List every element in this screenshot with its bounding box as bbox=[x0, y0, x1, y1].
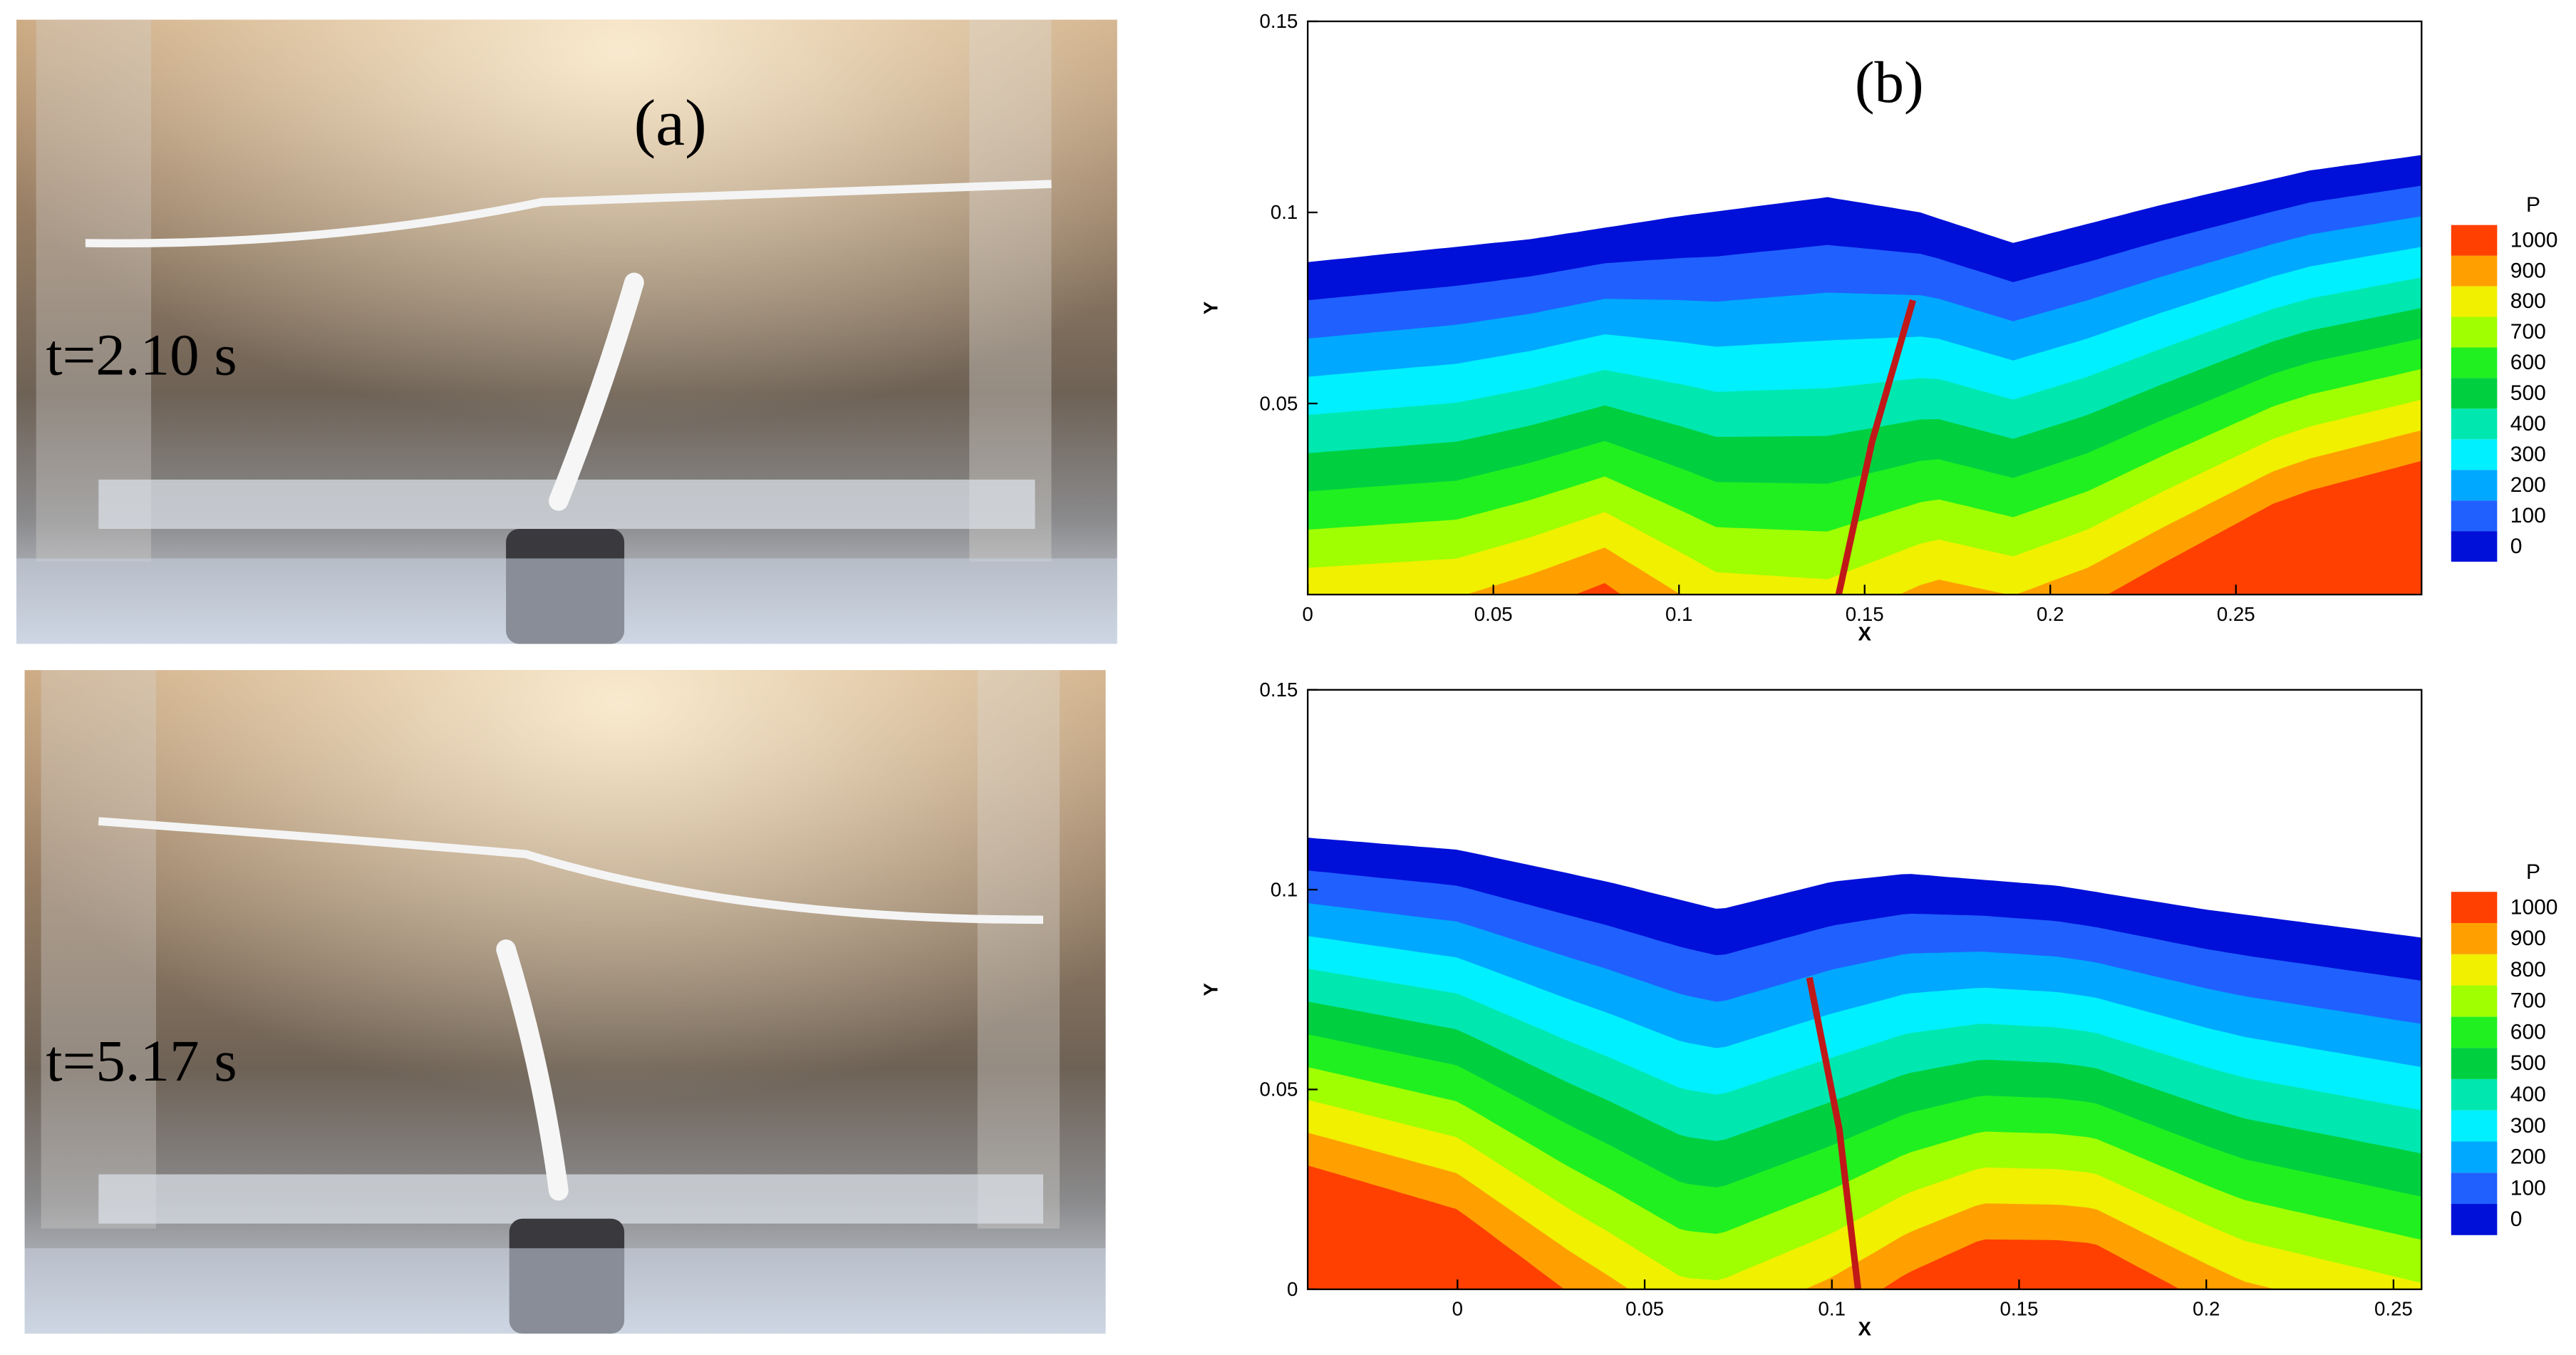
colorbar-swatch bbox=[2451, 531, 2498, 562]
colorbar-label: 300 bbox=[2510, 443, 2546, 466]
photo-bottom bbox=[24, 670, 1106, 1334]
y-tick-label: 0 bbox=[1287, 1278, 1298, 1300]
x-tick-label: 0.05 bbox=[1474, 603, 1513, 625]
x-tick-label: 0.1 bbox=[1819, 1298, 1846, 1320]
colorbar-label: 0 bbox=[2510, 535, 2523, 558]
x-axis-label: X bbox=[1858, 623, 1872, 645]
contour-field bbox=[1308, 155, 2422, 595]
colorbar-label: 100 bbox=[2510, 1176, 2546, 1200]
colorbar-swatch bbox=[2451, 500, 2498, 532]
colorbar-swatch bbox=[2451, 1204, 2498, 1235]
x-tick-label: 0.2 bbox=[2037, 603, 2064, 625]
x-tick-label: 0.25 bbox=[2374, 1298, 2413, 1320]
beam bbox=[1806, 977, 1862, 1289]
panel-label: (b) bbox=[1855, 49, 1924, 115]
colorbar-swatch bbox=[2451, 922, 2498, 954]
contour-field bbox=[1308, 838, 2422, 1289]
x-tick-label: 0.15 bbox=[1846, 603, 1884, 625]
x-tick-label: 0 bbox=[1302, 603, 1313, 625]
photo-top bbox=[16, 19, 1117, 644]
colorbar-label: 800 bbox=[2510, 289, 2546, 313]
colorbar-label: 800 bbox=[2510, 958, 2546, 982]
colorbar-label: 200 bbox=[2510, 473, 2546, 497]
colorbar-label: 600 bbox=[2510, 351, 2546, 374]
colorbar-swatch bbox=[2451, 1173, 2498, 1205]
y-tick-label: 0.05 bbox=[1260, 1078, 1298, 1101]
colorbar-label: 600 bbox=[2510, 1020, 2546, 1044]
beam bbox=[1835, 299, 1916, 595]
colorbar-swatch bbox=[2451, 255, 2498, 287]
time-label: t=2.10 s bbox=[46, 321, 237, 387]
x-tick-label: 0.15 bbox=[2000, 1298, 2039, 1320]
x-tick-label: 0.05 bbox=[1625, 1298, 1664, 1320]
colorbar-label: 900 bbox=[2510, 927, 2546, 950]
y-tick-label: 0.15 bbox=[1260, 679, 1298, 701]
colorbar-label: 400 bbox=[2510, 412, 2546, 436]
time-label: t=5.17 s bbox=[46, 1028, 237, 1093]
y-tick-label: 0.15 bbox=[1260, 10, 1298, 32]
colorbar-swatch bbox=[2451, 1141, 2498, 1173]
colorbar-swatch bbox=[2451, 286, 2498, 317]
colorbar-title: P bbox=[2526, 860, 2540, 884]
contour-band bbox=[1575, 460, 2422, 595]
colorbar-swatch bbox=[2451, 1110, 2498, 1142]
colorbar-swatch bbox=[2451, 316, 2498, 348]
y-tick-label: 0.1 bbox=[1271, 201, 1298, 223]
colorbar-title: P bbox=[2526, 193, 2540, 217]
colorbar-swatch bbox=[2451, 470, 2498, 501]
y-tick-label: 0.1 bbox=[1271, 878, 1298, 900]
colorbar-swatch bbox=[2451, 1016, 2498, 1049]
colorbar-label: 700 bbox=[2510, 320, 2546, 344]
y-axis-label: Y bbox=[1199, 302, 1221, 314]
colorbar-swatch bbox=[2451, 1048, 2498, 1079]
colorbar-label: 200 bbox=[2510, 1145, 2546, 1169]
colorbar-label: 500 bbox=[2510, 1051, 2546, 1075]
colorbar-label: 1000 bbox=[2510, 895, 2558, 919]
y-tick-label: 0.05 bbox=[1260, 392, 1298, 414]
x-axis-label: X bbox=[1858, 1317, 1872, 1339]
colorbar-label: 700 bbox=[2510, 989, 2546, 1013]
y-axis-label: Y bbox=[1199, 983, 1221, 996]
colorbar-label: 300 bbox=[2510, 1114, 2546, 1138]
colorbar-swatch bbox=[2451, 408, 2498, 440]
colorbar-label: 500 bbox=[2510, 381, 2546, 405]
x-tick-label: 0 bbox=[1452, 1298, 1463, 1320]
colorbar-swatch bbox=[2451, 439, 2498, 470]
colorbar-swatch bbox=[2451, 378, 2498, 409]
colorbar-swatch bbox=[2451, 347, 2498, 378]
panel-label: (a) bbox=[633, 86, 706, 159]
colorbar-swatch bbox=[2451, 985, 2498, 1017]
colorbar-label: 900 bbox=[2510, 259, 2546, 282]
colorbar-swatch bbox=[2451, 954, 2498, 986]
colorbar-label: 1000 bbox=[2510, 228, 2558, 252]
x-tick-label: 0.25 bbox=[2217, 603, 2255, 625]
colorbar-label: 400 bbox=[2510, 1083, 2546, 1106]
colorbar-swatch bbox=[2451, 225, 2498, 256]
colorbar-label: 100 bbox=[2510, 504, 2546, 527]
colorbar-label: 0 bbox=[2510, 1207, 2523, 1231]
contour-band bbox=[1308, 1165, 2181, 1289]
colorbar-swatch bbox=[2451, 892, 2498, 923]
colorbar-swatch bbox=[2451, 1078, 2498, 1111]
x-tick-label: 0.2 bbox=[2193, 1298, 2220, 1320]
plot-frame bbox=[1307, 689, 2423, 1290]
x-tick-label: 0.1 bbox=[1665, 603, 1692, 625]
